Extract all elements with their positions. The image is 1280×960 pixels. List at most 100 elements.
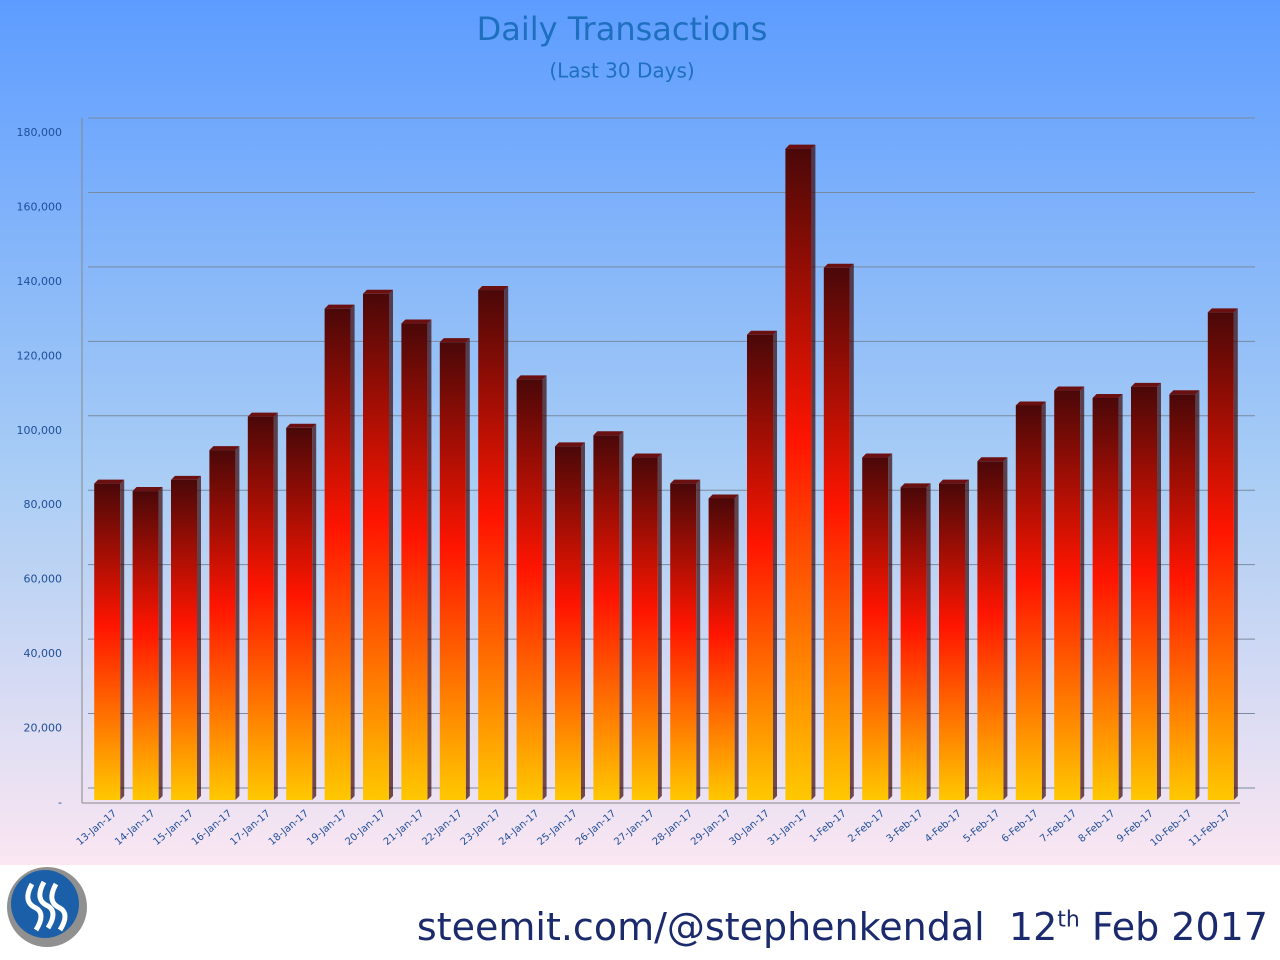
bar-top — [171, 475, 201, 480]
bar-side — [734, 494, 739, 800]
bar-side — [1118, 394, 1123, 800]
footer-date: Feb 2017 — [1091, 905, 1268, 949]
bar-top — [478, 286, 509, 291]
y-tick-label: 180,000 — [17, 126, 63, 139]
y-tick-label: 140,000 — [17, 275, 63, 288]
bar — [247, 416, 274, 800]
bar-side — [312, 423, 317, 800]
bar-side — [197, 475, 201, 800]
bar-side — [773, 330, 777, 800]
bar-top — [1131, 382, 1161, 387]
bar-side — [465, 338, 470, 800]
bar-top — [1207, 308, 1238, 313]
bar — [862, 457, 889, 800]
footer-site: steemit.com/@stephenkendal — [416, 905, 985, 949]
bar-side — [389, 289, 393, 800]
bar-top — [1015, 401, 1046, 406]
bar-side — [657, 453, 662, 800]
chart-title: Daily Transactions — [477, 10, 768, 48]
chart: Daily Transactions (Last 30 Days) - 20,00… — [0, 0, 1280, 865]
bar-side — [1157, 382, 1161, 800]
bar-side — [504, 286, 509, 800]
bar-side — [581, 442, 585, 800]
bar-top — [439, 338, 470, 343]
bar-side — [1080, 386, 1085, 800]
bar — [785, 148, 812, 801]
y-tick-label: 40,000 — [24, 647, 63, 660]
bar-side — [273, 412, 278, 800]
bar — [977, 461, 1004, 800]
bar — [171, 479, 197, 800]
bar-side — [1233, 308, 1238, 800]
bar-top — [94, 479, 125, 484]
bar-side — [350, 304, 355, 800]
bar-side — [696, 479, 701, 800]
bar-top — [247, 412, 278, 417]
bar — [1131, 386, 1157, 800]
footer-day: 12 — [1008, 905, 1058, 949]
y-tick-label: 100,000 — [17, 424, 63, 437]
bar-side — [235, 446, 240, 800]
y-tick-label: 80,000 — [24, 498, 63, 511]
bar-top — [516, 375, 547, 380]
bar — [670, 483, 697, 800]
bar-side — [158, 487, 163, 800]
y-tick-label: - — [58, 796, 62, 809]
bar-top — [286, 423, 317, 428]
bar — [1169, 394, 1196, 800]
bar — [1054, 390, 1081, 800]
bar — [900, 487, 927, 800]
footer: steemit.com/@stephenkendal 12th Feb 2017 — [417, 905, 1268, 949]
bar — [823, 267, 850, 800]
bar-side — [1041, 401, 1046, 800]
bar — [132, 491, 159, 800]
logo — [7, 867, 87, 947]
bar-top — [209, 446, 240, 451]
bar — [631, 457, 658, 800]
bar-top — [708, 494, 739, 499]
bar — [593, 435, 620, 800]
bar — [478, 290, 505, 800]
bar-side — [120, 479, 125, 800]
bar-top — [631, 453, 662, 458]
footer-suffix: th — [1057, 907, 1080, 933]
bar-top — [785, 144, 816, 149]
bar-top — [1092, 394, 1123, 398]
bar — [747, 334, 773, 800]
y-tick-label: 60,000 — [24, 573, 63, 586]
bar-side — [888, 453, 893, 800]
bar-side — [926, 483, 931, 800]
bar-top — [670, 479, 701, 484]
bar — [286, 427, 313, 800]
bar — [324, 308, 351, 800]
bar-top — [823, 263, 854, 268]
bar — [363, 293, 389, 800]
bar — [1015, 405, 1042, 800]
bar — [516, 379, 543, 800]
y-tick-label: 120,000 — [17, 349, 63, 362]
bar-side — [849, 263, 854, 800]
bar — [209, 450, 236, 800]
bar-top — [747, 330, 777, 335]
bar — [1207, 312, 1234, 800]
bar-top — [977, 457, 1008, 462]
bar-top — [939, 479, 969, 484]
bar-top — [363, 289, 393, 294]
bar-top — [132, 487, 163, 492]
bar-top — [1054, 386, 1085, 391]
bar — [401, 323, 428, 800]
bar-top — [900, 483, 931, 488]
bar — [708, 498, 735, 800]
bar-top — [1169, 390, 1200, 395]
y-tick-label: 20,000 — [24, 722, 63, 735]
bar-top — [593, 431, 624, 436]
bar — [1092, 398, 1119, 800]
bar-top — [324, 304, 355, 309]
bar — [939, 483, 965, 800]
bar-side — [965, 479, 969, 800]
bar-side — [1195, 390, 1200, 800]
bar-top — [401, 319, 432, 324]
chart-subtitle: (Last 30 Days) — [549, 59, 694, 83]
bar-side — [811, 144, 816, 801]
